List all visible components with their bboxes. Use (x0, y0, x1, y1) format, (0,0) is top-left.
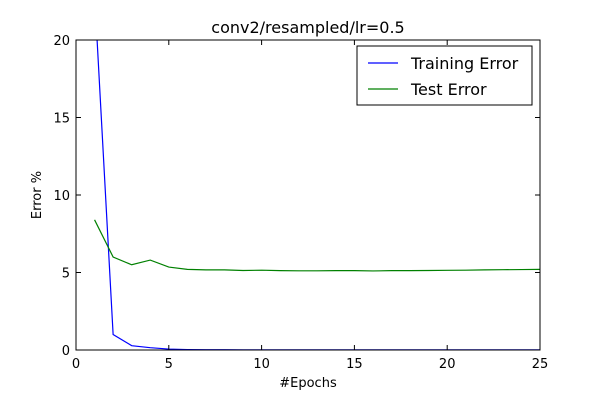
y-tick-label: 0 (62, 344, 70, 359)
y-tick-label: 10 (53, 189, 70, 204)
legend-label-test-error: Test Error (410, 80, 487, 99)
legend: Training Error Test Error (356, 45, 533, 106)
x-axis: 0 5 10 15 20 25 (72, 40, 548, 372)
x-tick-label: 5 (165, 357, 173, 372)
chart-title: conv2/resampled/lr=0.5 (211, 18, 404, 37)
x-tick-label: 0 (72, 357, 80, 372)
x-tick-label: 10 (253, 357, 270, 372)
y-tick-label: 5 (62, 267, 70, 282)
x-axis-label: #Epochs (279, 376, 337, 391)
series-line-test-error (94, 219, 540, 272)
x-tick-label: 25 (532, 357, 549, 372)
y-axis: 0 5 10 15 20 (53, 34, 540, 359)
y-axis-label: Error % (30, 171, 45, 219)
x-tick-label: 15 (346, 357, 363, 372)
y-tick-label: 20 (53, 34, 70, 49)
y-tick-label: 15 (53, 112, 70, 127)
legend-box (356, 45, 533, 106)
x-tick-label: 20 (439, 357, 456, 372)
legend-label-training-error: Training Error (410, 54, 519, 73)
